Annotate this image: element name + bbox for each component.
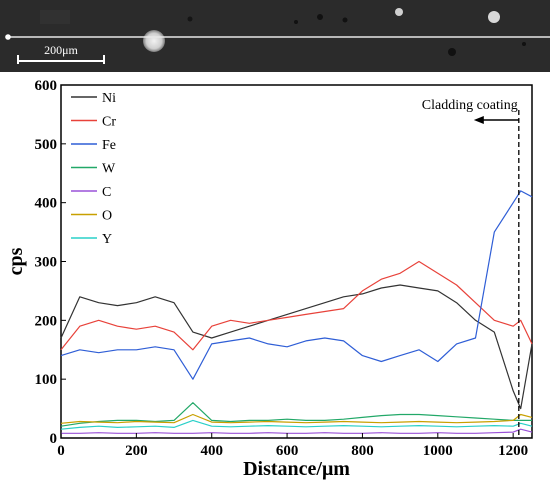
legend-label-y: Y [102,232,112,247]
scan-start-point [5,34,11,40]
cladding-arrowhead [473,116,484,124]
chart-area: 0 200 400 600 800 1000 1200 0 100 200 300 400 500 600… [0,72,550,491]
dark-pore [342,17,348,23]
x-tick-label: 400 [200,443,223,459]
dark-pore [187,16,193,22]
ticks-layer: 0 200 400 600 800 1000 1200 0 100 200 300 400 500 600 [35,78,529,459]
y-axis-label: cps [5,247,27,275]
cladding-annotation: Cladding coating [422,98,518,113]
y-tick-label: 300 [35,255,58,271]
x-tick-label: 800 [351,443,374,459]
legend-label-w: W [102,162,116,177]
series-line-w [60,402,532,427]
x-tick-label: 1200 [498,443,528,459]
y-tick-label: 100 [35,372,58,388]
dark-pore [522,42,526,46]
y-tick-label: 400 [35,196,58,212]
series-line-c [61,428,533,434]
bright-particle [395,8,403,16]
bright-particle [143,30,165,52]
scale-bar-label: 200μm [44,43,78,57]
micrograph-svg: 200μm [0,0,550,72]
chart-svg: 0 200 400 600 800 1000 1200 0 100 200 300 400 500 600… [5,78,533,480]
micrograph-texture [40,10,70,24]
legend-label-ni: Ni [102,91,116,106]
dark-pore [317,14,323,20]
dark-pore [294,20,298,24]
dark-pore [448,48,456,56]
y-tick-label: 600 [35,78,58,94]
y-tick-label: 500 [35,137,58,153]
x-tick-label: 200 [125,443,148,459]
x-tick-label: 1000 [423,443,453,459]
x-tick-label: 600 [276,443,299,459]
legend-label-fe: Fe [102,138,116,153]
series-line-o [60,413,533,424]
bright-particle [488,11,500,23]
series-line-fe [60,190,533,380]
legend-label-o: O [102,209,112,224]
x-tick-label: 0 [57,443,65,459]
series-line-y [60,419,533,430]
series-line-ni [60,284,533,410]
y-tick-label: 0 [50,431,58,447]
plot-frame [60,84,533,439]
series-layer [60,190,533,434]
x-axis-label: Distance/μm [243,458,350,480]
legend-label-c: C [102,185,111,200]
series-line-cr [60,260,533,351]
micrograph: 200μm [0,0,550,72]
y-tick-label: 200 [35,313,58,329]
legend-label-cr: Cr [102,115,116,130]
